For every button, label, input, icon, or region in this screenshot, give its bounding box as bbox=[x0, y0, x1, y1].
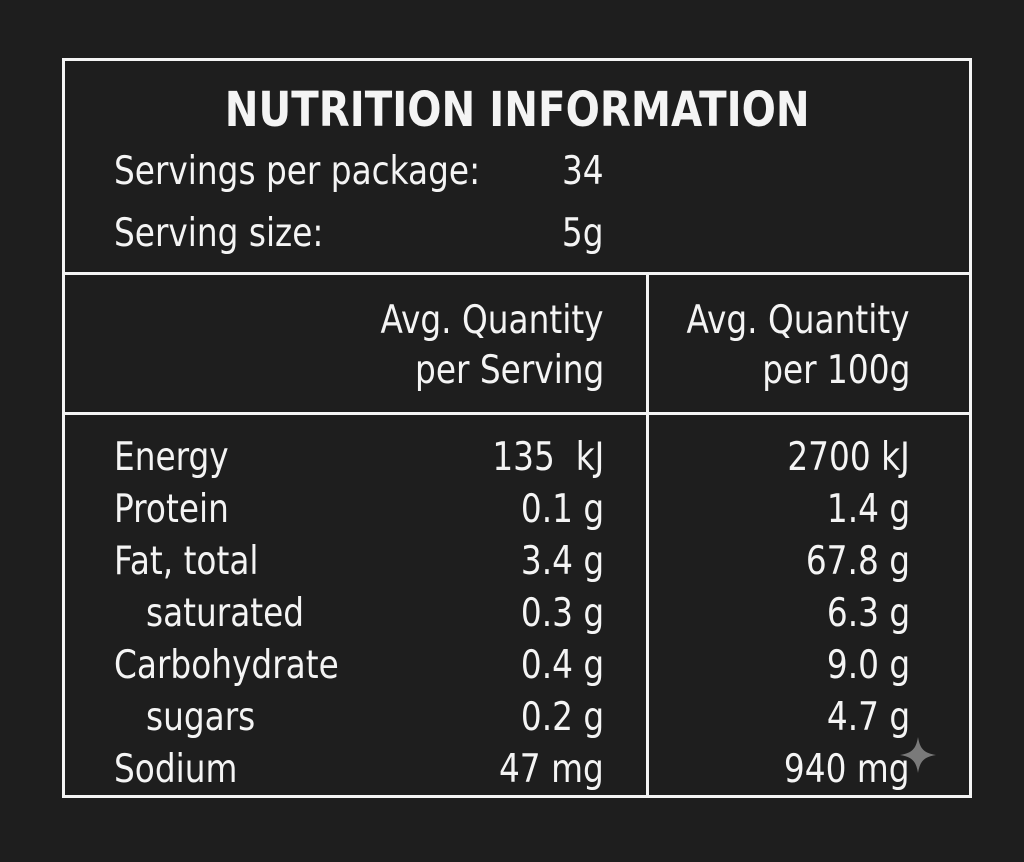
nutrient-name: saturated bbox=[146, 591, 305, 636]
serving-size-label: Serving size: bbox=[114, 211, 324, 256]
nutrient-name: Carbohydrate bbox=[114, 643, 339, 688]
servings-per-package-label: Servings per package: bbox=[114, 149, 481, 194]
nutrient-row-sodium: Sodium 47 mg 940 mg bbox=[0, 744, 1024, 796]
nutrient-per-serving: 0.1 g bbox=[520, 487, 604, 532]
nutrient-row-carbohydrate: Carbohydrate 0.4 g 9.0 g bbox=[0, 640, 1024, 692]
nutrient-row-saturated: saturated 0.3 g 6.3 g bbox=[0, 588, 1024, 640]
column-header-per-100g-line1: Avg. Quantity bbox=[686, 298, 910, 343]
column-header-per-serving-line2: per Serving bbox=[414, 348, 604, 393]
nutrient-per-100g: 6.3 g bbox=[826, 591, 910, 636]
panel-header bbox=[65, 61, 969, 275]
nutrient-per-serving: 0.3 g bbox=[520, 591, 604, 636]
nutrient-per-100g: 4.7 g bbox=[826, 695, 910, 740]
nutrient-per-100g: 940 mg bbox=[784, 747, 910, 792]
nutrient-row-fat-total: Fat, total 3.4 g 67.8 g bbox=[0, 536, 1024, 588]
column-header-per-serving: Avg. Quantity per Serving bbox=[338, 296, 604, 396]
serving-size-value: 5g bbox=[562, 211, 604, 256]
nutrient-name: Sodium bbox=[114, 747, 238, 792]
nutrient-name: Fat, total bbox=[114, 539, 259, 584]
nutrient-per-100g: 67.8 g bbox=[805, 539, 910, 584]
nutrient-per-100g: 1.4 g bbox=[826, 487, 910, 532]
nutrient-name: Protein bbox=[114, 487, 229, 532]
nutrient-name: Energy bbox=[114, 435, 229, 480]
nutrient-row-protein: Protein 0.1 g 1.4 g bbox=[0, 484, 1024, 536]
nutrition-panel bbox=[62, 58, 972, 798]
title: NUTRITION INFORMATION bbox=[62, 80, 972, 140]
nutrient-per-serving: 3.4 g bbox=[520, 539, 604, 584]
nutrient-per-100g: 9.0 g bbox=[826, 643, 910, 688]
nutrient-per-100g: 2700 kJ bbox=[787, 435, 910, 480]
servings-per-package-value: 34 bbox=[562, 149, 604, 194]
sparkle-icon bbox=[900, 737, 936, 773]
nutrient-name: sugars bbox=[146, 695, 256, 740]
nutrient-per-serving: 135 kJ bbox=[492, 435, 604, 480]
column-header-row bbox=[65, 275, 969, 415]
column-header-per-100g: Avg. Quantity per 100g bbox=[644, 296, 910, 396]
column-divider bbox=[646, 275, 649, 795]
nutrient-row-energy: Energy 135 kJ 2700 kJ bbox=[0, 432, 1024, 484]
nutrient-row-sugars: sugars 0.2 g 4.7 g bbox=[0, 692, 1024, 744]
nutrient-per-serving: 0.4 g bbox=[520, 643, 604, 688]
column-header-per-100g-line2: per 100g bbox=[761, 348, 910, 393]
nutrient-per-serving: 0.2 g bbox=[520, 695, 604, 740]
column-header-per-serving-line1: Avg. Quantity bbox=[380, 298, 604, 343]
nutrient-per-serving: 47 mg bbox=[499, 747, 604, 792]
title-text: NUTRITION INFORMATION bbox=[224, 82, 810, 138]
